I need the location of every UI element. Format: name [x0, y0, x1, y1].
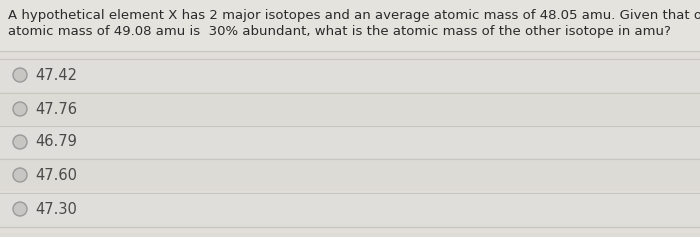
- Bar: [0, 81, 700, 85]
- Bar: [0, 133, 700, 137]
- Text: 47.30: 47.30: [35, 201, 77, 217]
- Bar: [0, 158, 700, 191]
- Bar: [0, 201, 700, 205]
- Bar: [0, 205, 700, 209]
- Bar: [0, 85, 700, 89]
- Bar: [0, 181, 700, 185]
- Bar: [0, 89, 700, 93]
- Bar: [0, 9, 700, 13]
- Bar: [0, 177, 700, 181]
- Bar: [0, 37, 700, 41]
- Bar: [0, 157, 700, 161]
- Bar: [0, 93, 700, 97]
- Bar: [0, 13, 700, 17]
- Bar: [0, 17, 700, 21]
- Text: A hypothetical element X has 2 major isotopes and an average atomic mass of 48.0: A hypothetical element X has 2 major iso…: [8, 9, 700, 22]
- Bar: [0, 57, 700, 61]
- Bar: [0, 113, 700, 117]
- Bar: [0, 137, 700, 141]
- Bar: [0, 25, 700, 29]
- Bar: [0, 1, 700, 5]
- Bar: [0, 209, 700, 213]
- Bar: [0, 69, 700, 73]
- Bar: [0, 117, 700, 121]
- Bar: [0, 125, 700, 158]
- Bar: [0, 221, 700, 225]
- Circle shape: [13, 135, 27, 149]
- Text: atomic mass of 49.08 amu is  30% abundant, what is the atomic mass of the other : atomic mass of 49.08 amu is 30% abundant…: [8, 25, 671, 38]
- Text: 47.76: 47.76: [35, 101, 77, 117]
- Bar: [0, 213, 700, 217]
- Bar: [0, 73, 700, 77]
- Circle shape: [13, 68, 27, 82]
- Bar: [0, 197, 700, 201]
- Bar: [0, 233, 700, 237]
- Circle shape: [13, 102, 27, 116]
- Bar: [0, 0, 700, 52]
- Bar: [0, 169, 700, 173]
- Bar: [0, 165, 700, 169]
- Bar: [0, 149, 700, 153]
- Bar: [0, 185, 700, 189]
- Bar: [0, 33, 700, 37]
- Bar: [0, 29, 700, 33]
- Bar: [0, 109, 700, 113]
- Bar: [0, 92, 700, 125]
- Bar: [0, 101, 700, 105]
- Bar: [0, 65, 700, 69]
- Bar: [0, 189, 700, 193]
- Bar: [0, 129, 700, 133]
- Bar: [0, 5, 700, 9]
- Text: 47.60: 47.60: [35, 168, 77, 182]
- Bar: [0, 49, 700, 53]
- Text: 47.42: 47.42: [35, 68, 77, 82]
- Bar: [0, 0, 700, 1]
- Bar: [0, 192, 700, 225]
- Bar: [0, 61, 700, 65]
- Bar: [0, 21, 700, 25]
- Bar: [0, 58, 700, 91]
- Bar: [0, 45, 700, 49]
- Bar: [0, 125, 700, 129]
- Circle shape: [13, 168, 27, 182]
- Bar: [0, 77, 700, 81]
- Bar: [0, 41, 700, 45]
- Bar: [0, 217, 700, 221]
- Bar: [0, 161, 700, 165]
- Bar: [0, 53, 700, 57]
- Bar: [0, 173, 700, 177]
- Bar: [0, 97, 700, 101]
- Bar: [0, 225, 700, 229]
- Bar: [0, 145, 700, 149]
- Circle shape: [13, 202, 27, 216]
- Text: 46.79: 46.79: [35, 135, 77, 150]
- Bar: [0, 193, 700, 197]
- Bar: [0, 105, 700, 109]
- Bar: [0, 229, 700, 233]
- Bar: [0, 121, 700, 125]
- Bar: [0, 141, 700, 145]
- Bar: [0, 153, 700, 157]
